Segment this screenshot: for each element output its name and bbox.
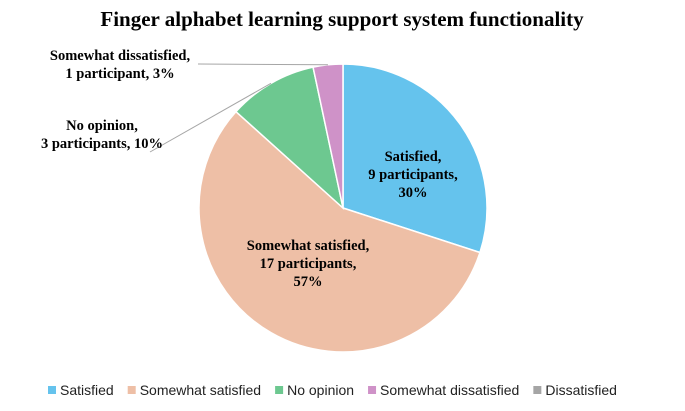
legend-swatch-satisfied: [48, 386, 56, 394]
legend-label-somewhat-dissatisfied: Somewhat dissatisfied: [380, 382, 519, 398]
pie-slice-satisfied: [342, 63, 488, 254]
pie-slice-somewhat-satisfied: [198, 110, 481, 353]
slice-label-satisfied: Satisfied, 9 participants, 30%: [368, 149, 458, 201]
pie-slice-somewhat-dissatisfied: [312, 63, 344, 209]
slice-label-no-opinion: No opinion, 3 participants, 10%: [41, 118, 163, 152]
slice-label-somewhat-dissatisfied: Somewhat dissatisfied, 1 participant, 3%: [50, 48, 191, 82]
slice-label-somewhat-satisfied: Somewhat satisfied, 17 participants, 57%: [247, 238, 370, 290]
legend-label-somewhat-satisfied: Somewhat satisfied: [140, 382, 261, 398]
leader-line-somewhat-dissatisfied: [197, 63, 328, 66]
legend-label-satisfied: Satisfied: [60, 382, 114, 398]
legend: Satisfied Somewhat satisfied No opinion Som…: [48, 382, 617, 398]
legend-swatch-somewhat-dissatisfied: [368, 386, 377, 394]
leader-lines: [149, 63, 328, 153]
pie-slice-no-opinion: [234, 66, 345, 211]
chart-title: Finger alphabet learning support system …: [100, 7, 584, 31]
legend-label-dissatisfied: Dissatisfied: [545, 382, 617, 398]
pie-slices: [198, 63, 488, 353]
legend-swatch-somewhat-satisfied: [127, 386, 136, 394]
leader-line-no-opinion: [149, 82, 272, 153]
legend-swatch-no-opinion: [275, 386, 284, 394]
legend-label-no-opinion: No opinion: [287, 382, 354, 398]
legend-swatch-dissatisfied: [533, 386, 542, 394]
slice-labels: Satisfied, 9 participants, 30% Somewhat sat…: [41, 48, 458, 290]
